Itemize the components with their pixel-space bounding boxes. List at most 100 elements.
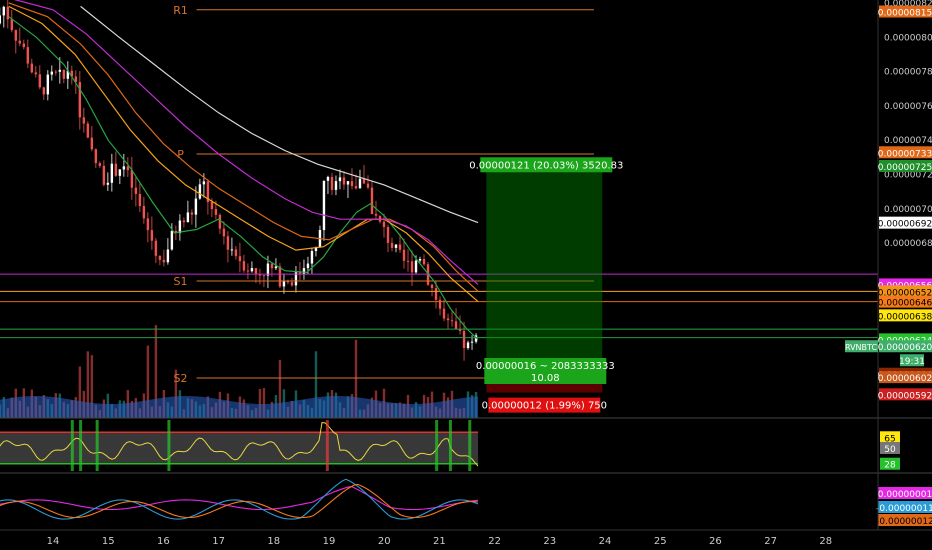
moving-averages: [8, 0, 479, 340]
candle-body: [106, 182, 110, 185]
rsi-signal-bar: [79, 420, 83, 471]
countdown-bg: [900, 354, 924, 367]
candle-body: [398, 244, 402, 250]
candle-body: [350, 181, 354, 187]
rsi-tag-bg: [880, 442, 900, 454]
candle-body: [418, 258, 422, 261]
candle-body: [118, 169, 122, 176]
symbol-tag: RVNBTC: [845, 343, 877, 352]
candle-body: [338, 177, 342, 182]
candle-body: [174, 230, 178, 234]
macd-tag-bg: [878, 487, 932, 499]
price-tag: 0.00000733: [878, 149, 932, 159]
candle-body: [322, 180, 326, 231]
candle-body: [202, 181, 206, 185]
candle-body: [226, 236, 230, 250]
price-tag-bg: [879, 216, 932, 229]
candle-body: [218, 214, 222, 229]
x-tick-label: 23: [543, 536, 556, 547]
candle-body: [302, 268, 306, 274]
time-axis[interactable]: 14 15 16 17 18 19 20 21 22 23 24 25 26 27 28: [0, 529, 932, 547]
candle-body: [402, 249, 406, 261]
candle-body: [422, 258, 426, 265]
candle-body: [178, 220, 182, 234]
candle-body: [466, 342, 470, 349]
macd-tag: -0.00000011: [876, 504, 932, 514]
candle-body: [310, 251, 314, 264]
candle-body: [230, 249, 234, 251]
volume-bar: [314, 351, 318, 418]
countdown: 19:31: [899, 357, 925, 367]
rsi-line: [0, 422, 479, 467]
volume-bar: [354, 339, 358, 418]
candle-body: [266, 263, 270, 276]
candle-body: [90, 137, 94, 150]
candle-body: [82, 117, 86, 124]
candle-body: [386, 227, 390, 243]
target-label: 0.00000121 (20.03%) 3520.83: [469, 160, 623, 171]
rsi-signal-bar: [435, 420, 439, 471]
moving-average-line: [8, 5, 479, 303]
price-tag: 0.00000646: [878, 299, 932, 309]
price-tag-bg: [879, 340, 932, 353]
candle-body: [242, 261, 246, 271]
candle-body: [166, 249, 170, 263]
candle-body: [198, 184, 202, 199]
rsi-tag: 50: [884, 445, 896, 455]
volume-bar: [78, 366, 82, 418]
price-tag-bg: [879, 388, 932, 401]
volume-ma-area: [0, 396, 479, 418]
candle-body: [306, 263, 310, 269]
rsi-signal-bar: [448, 420, 452, 471]
candle-body: [186, 212, 190, 223]
candle-body: [114, 163, 118, 176]
pivot-label: S2: [174, 372, 188, 385]
candle-body: [146, 218, 150, 231]
candle-body: [250, 268, 254, 272]
candle-body: [282, 280, 286, 287]
candle-body: [138, 193, 142, 207]
volume-bar: [154, 325, 158, 418]
price-tag: 0.00000620: [878, 343, 932, 353]
rsi-signal-bar: [95, 420, 99, 471]
price-tag: 0.00000692: [878, 220, 932, 230]
price-tag-bg: [879, 5, 932, 18]
candle-body: [286, 280, 290, 283]
candle-body: [258, 274, 262, 276]
x-tick-label: 26: [709, 536, 722, 547]
x-tick-label: 19: [323, 536, 336, 547]
candle-body: [406, 260, 410, 262]
candle-body: [130, 170, 134, 188]
stop-label-bg: [488, 397, 601, 413]
x-tick-label: 25: [654, 536, 667, 547]
long-position-tool[interactable]: 0.00000121 (20.03%) 3520.83 0.00000016 ~ …: [469, 157, 623, 413]
candle-body: [122, 166, 126, 170]
volume-bar: [258, 388, 262, 418]
candle-body: [354, 186, 358, 189]
candle-body: [454, 321, 458, 329]
x-tick-label: 14: [47, 536, 60, 547]
x-tick-label: 17: [212, 536, 225, 547]
macd-tag-bg: [878, 501, 932, 513]
candle-body: [458, 328, 462, 331]
candle-body: [234, 249, 238, 257]
macd-tag-bg: [878, 514, 932, 526]
candle-body: [150, 230, 154, 241]
candle-body: [38, 74, 42, 88]
candle-body: [314, 247, 318, 252]
candle-body: [346, 181, 350, 185]
x-tick-label: 27: [764, 536, 777, 547]
candle-body: [382, 221, 386, 228]
center-label-line2: 10.08: [531, 373, 560, 384]
price-tag-bg: [879, 285, 932, 298]
candle-body: [254, 268, 258, 275]
candle-body: [462, 330, 466, 349]
macd-histogram-line: [0, 486, 479, 511]
rsi-signal-bar: [167, 420, 171, 471]
candle-body: [442, 308, 446, 319]
x-tick-label: 28: [819, 536, 832, 547]
